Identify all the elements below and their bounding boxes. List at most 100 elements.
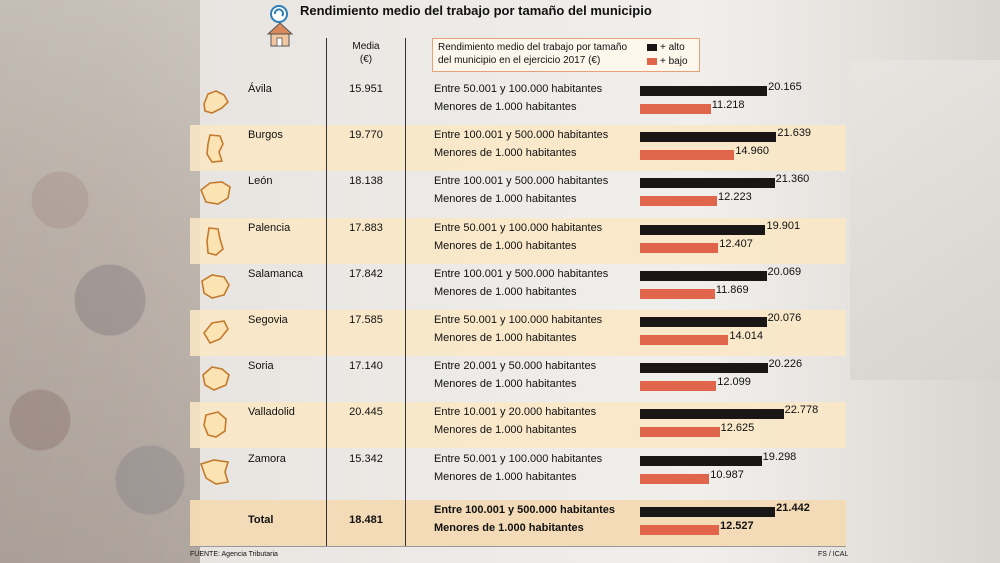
media-value: 18.481 — [349, 513, 383, 526]
province-outline — [206, 134, 224, 164]
province-name: Palencia — [248, 221, 291, 234]
legend-high-label: + alto — [660, 42, 685, 53]
bar-low-value: 14.960 — [735, 145, 769, 158]
bar-high-value: 19.901 — [766, 219, 801, 232]
province-name: Soria — [248, 360, 274, 373]
bar-high-value: 21.442 — [776, 501, 810, 514]
high-category-label: Entre 10.001 y 20.000 habitantes — [434, 406, 597, 419]
bar-high — [640, 363, 768, 374]
bar-low — [640, 150, 735, 161]
media-value: 17.883 — [349, 221, 383, 234]
low-category-label: Menores de 1.000 habitantes — [434, 424, 577, 437]
province-name: Segovia — [248, 314, 288, 326]
divider-line — [326, 38, 327, 546]
bar-low — [640, 427, 720, 438]
media-value: 18.138 — [349, 175, 383, 188]
province-row: Segovia 17.585 Entre 50.001 y 100.000 habi… — [190, 310, 846, 356]
bar-low — [640, 288, 715, 299]
bar-high-value: 21.360 — [775, 173, 810, 186]
province-map-icon — [200, 181, 231, 206]
bar-low — [640, 335, 729, 345]
high-category-label: Entre 50.001 y 100.000 habitantes — [434, 83, 603, 95]
legend-low-swatch — [647, 57, 657, 65]
high-category-label: Entre 50.001 y 100.000 habitantes — [434, 452, 603, 465]
high-category-label: Entre 100.001 y 500.000 habitantes — [434, 503, 615, 516]
province-name: Valladolid — [248, 406, 295, 419]
high-category-label: Entre 50.001 y 100.000 habitantes — [434, 314, 603, 326]
bar-high — [640, 178, 775, 189]
media-value: 17.842 — [349, 267, 383, 280]
low-category-label: Menores de 1.000 habitantes — [434, 378, 577, 391]
bar-high — [640, 224, 766, 235]
bar-low — [640, 196, 718, 207]
province-outline — [201, 273, 230, 299]
media-value: 17.140 — [349, 360, 383, 373]
legend-text: Rendimiento medio del trabajo por tamaño… — [438, 42, 627, 66]
province-row: Salamanca 17.842 Entre 100.001 y 500.000 h… — [190, 264, 846, 310]
high-category-label: Entre 100.001 y 500.000 habitantes — [434, 129, 609, 142]
legend-low: + bajo — [647, 55, 688, 68]
province-outline — [199, 458, 230, 485]
province-map-icon — [202, 366, 230, 392]
bar-high-value: 20.165 — [768, 81, 802, 93]
bar-high-value: 20.226 — [768, 358, 803, 371]
province-outline — [203, 90, 229, 114]
province-name: Zamora — [248, 452, 286, 465]
media-value: 20.445 — [349, 406, 383, 419]
bar-low-value: 10.987 — [710, 468, 744, 481]
province-name: Burgos — [248, 129, 283, 142]
bar-high — [640, 86, 768, 96]
bar-high-value: 20.069 — [767, 265, 802, 278]
media-unit: (€) — [359, 54, 373, 65]
bar-high-value: 19.298 — [762, 450, 797, 463]
province-row: Soria 17.140 Entre 20.001 y 50.000 habitan… — [190, 356, 846, 402]
high-category-label: Entre 20.001 y 50.000 habitantes — [434, 360, 597, 373]
province-name: Total — [248, 513, 274, 526]
low-category-label: Menores de 1.000 habitantes — [434, 101, 577, 113]
province-map-icon — [203, 411, 227, 439]
media-label: Media — [352, 41, 380, 52]
bar-low-value: 12.527 — [719, 519, 754, 532]
low-category-label: Menores de 1.000 habitantes — [434, 332, 577, 344]
bar-low-value: 12.223 — [718, 191, 752, 204]
bar-low-value: 14.014 — [729, 330, 763, 342]
province-map-icon — [206, 134, 224, 164]
house-logo-icon — [266, 5, 294, 47]
province-map-icon — [203, 90, 229, 114]
bar-low-value: 11.869 — [715, 283, 749, 296]
bar-high — [640, 455, 762, 466]
bar-low — [640, 242, 719, 253]
province-row: Palencia 17.883 Entre 50.001 y 100.000 hab… — [190, 217, 846, 264]
footer-rule — [190, 546, 846, 547]
divider-line — [405, 38, 406, 546]
province-map-icon — [201, 273, 230, 299]
high-category-label: Entre 100.001 y 500.000 habitantes — [434, 175, 609, 188]
background-crowd — [0, 0, 200, 563]
province-row: León 18.138 Entre 100.001 y 500.000 habita… — [190, 171, 846, 217]
chart-title: Rendimiento medio del trabajo por tamaño… — [300, 3, 652, 18]
bar-high — [640, 132, 777, 143]
bar-low-value: 12.099 — [717, 376, 751, 389]
province-outline — [202, 366, 230, 392]
province-name: Ávila — [248, 83, 272, 95]
bar-high-value: 21.639 — [777, 127, 812, 140]
bar-high — [640, 270, 767, 281]
bar-high — [640, 317, 767, 327]
high-category-label: Entre 50.001 y 100.000 habitantes — [434, 221, 603, 234]
background-building — [850, 60, 1000, 380]
media-header: Media (€) — [330, 40, 402, 66]
total-row: Total 18.481 Entre 100.001 y 500.000 habit… — [190, 499, 846, 546]
footer-credit: FS / ICAL — [818, 551, 849, 558]
low-category-label: Menores de 1.000 habitantes — [434, 521, 584, 534]
bar-low — [640, 104, 711, 114]
legend-low-label: + bajo — [660, 56, 688, 67]
bar-high-value: 22.778 — [784, 404, 819, 417]
media-value: 19.770 — [349, 129, 383, 142]
province-map-icon — [199, 458, 230, 485]
legend-high-swatch — [647, 43, 657, 51]
low-category-label: Menores de 1.000 habitantes — [434, 285, 577, 298]
legend-box: Rendimiento medio del trabajo por tamaño… — [432, 38, 700, 72]
bar-low — [640, 524, 719, 535]
low-category-label: Menores de 1.000 habitantes — [434, 193, 577, 206]
province-row: Valladolid 20.445 Entre 10.001 y 20.000 ha… — [190, 402, 846, 449]
